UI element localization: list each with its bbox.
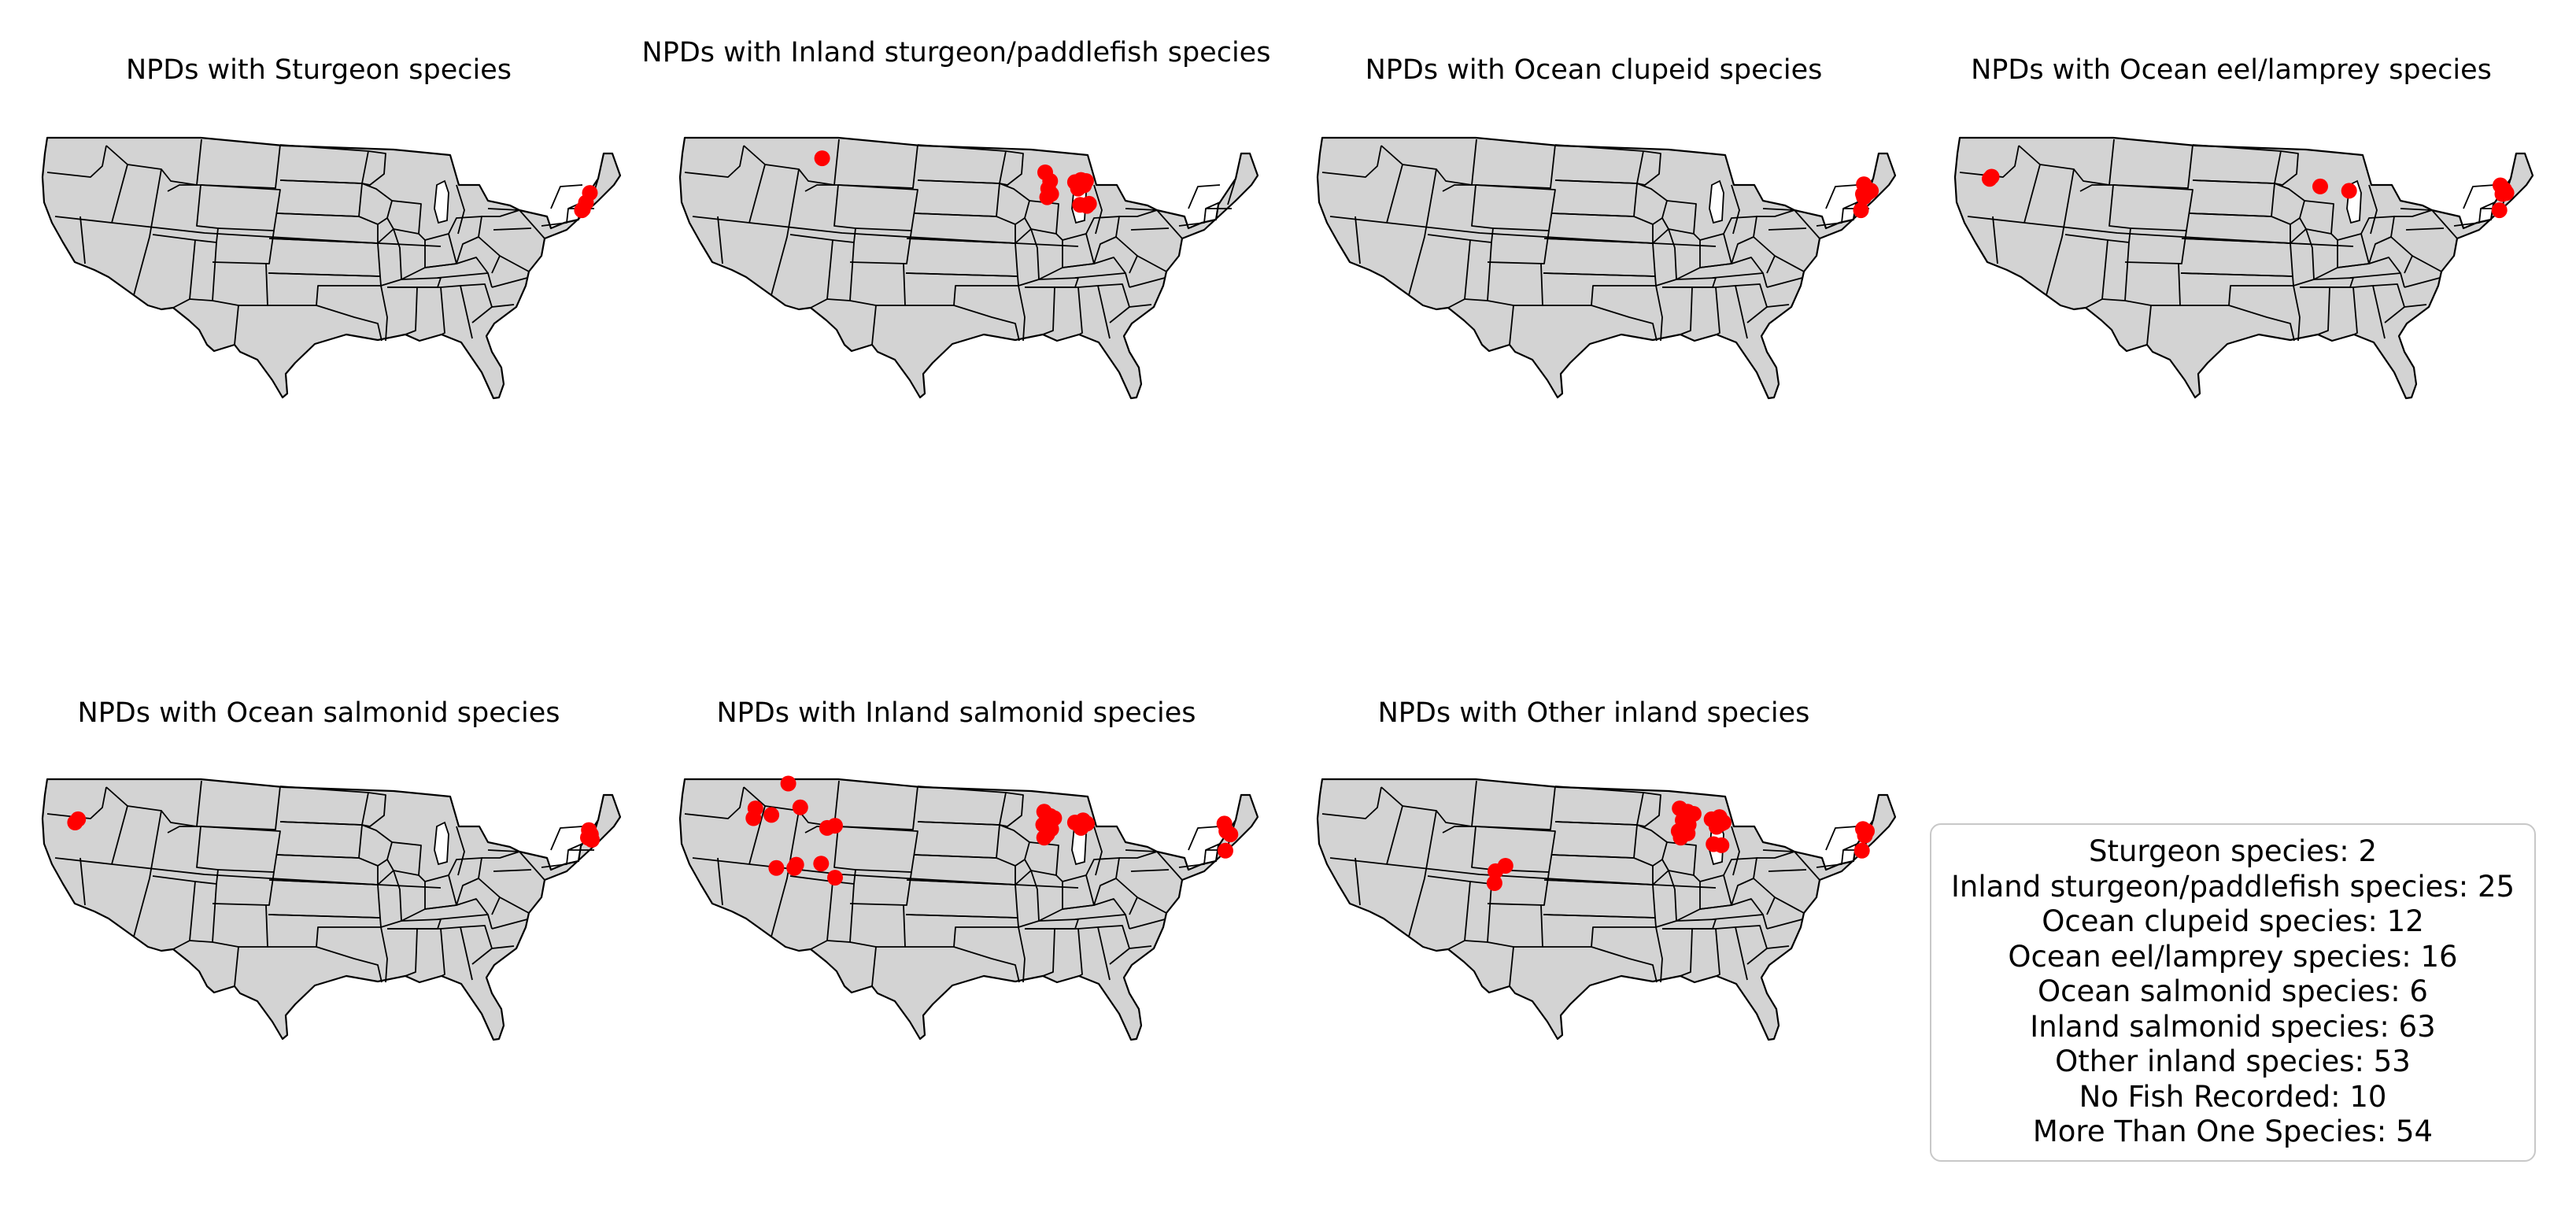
map-panel: NPDs with Ocean salmonid species xyxy=(41,697,622,1041)
npd-site-marker xyxy=(2498,185,2515,201)
map-panel: NPDs with Ocean clupeid species xyxy=(1316,54,1897,400)
panel-title: NPDs with Other inland species xyxy=(1378,697,1810,729)
npd-site-marker xyxy=(1079,198,1096,214)
npd-site-marker xyxy=(1486,875,1502,891)
summary-legend-box: Sturgeon species: 2 Inland sturgeon/padd… xyxy=(1930,823,2536,1162)
panel-title: NPDs with Ocean clupeid species xyxy=(1366,54,1823,86)
panel-title: NPDs with Ocean eel/lamprey species xyxy=(1971,54,2492,86)
npd-site-marker xyxy=(745,810,762,826)
npd-site-marker xyxy=(1076,177,1092,194)
npd-site-marker xyxy=(67,815,83,830)
npd-site-marker xyxy=(1857,827,1873,844)
npd-site-marker xyxy=(819,819,835,836)
summary-line: Sturgeon species: 2 xyxy=(2088,834,2378,868)
npd-site-marker xyxy=(1853,202,1869,219)
npd-site-marker xyxy=(2341,183,2357,199)
npd-site-marker xyxy=(827,870,843,886)
us-base-map xyxy=(41,778,622,1041)
summary-line: Ocean clupeid species: 12 xyxy=(2042,904,2424,938)
npd-site-marker xyxy=(1073,819,1089,836)
us-base-map xyxy=(678,775,1259,1041)
npd-site-marker xyxy=(1982,171,1998,187)
npd-site-marker xyxy=(814,150,830,167)
npd-site-marker xyxy=(1713,837,1730,853)
npd-site-marker xyxy=(792,799,808,815)
npd-site-marker xyxy=(1856,189,1872,205)
panel-title: NPDs with Inland sturgeon/paddlefish spe… xyxy=(642,37,1271,68)
npd-site-marker xyxy=(1853,842,1870,859)
map-panel: NPDs with Sturgeon species xyxy=(41,54,622,400)
npd-site-marker xyxy=(786,859,803,876)
summary-line: More Than One Species: 54 xyxy=(2032,1115,2434,1148)
npd-site-marker xyxy=(575,201,591,217)
npd-site-marker xyxy=(1039,189,1055,205)
summary-line: Ocean salmonid species: 6 xyxy=(2038,974,2428,1008)
npd-site-marker xyxy=(584,832,600,848)
npd-site-marker xyxy=(780,775,796,792)
map-panel: NPDs with Ocean eel/lamprey species xyxy=(1953,54,2534,400)
npd-site-marker xyxy=(1036,830,1052,846)
npd-site-marker xyxy=(2312,178,2328,194)
summary-line: Ocean eel/lamprey species: 16 xyxy=(2008,939,2458,974)
npd-site-marker xyxy=(1672,830,1689,846)
npd-site-marker xyxy=(813,856,830,872)
us-base-map xyxy=(1316,778,1897,1041)
npd-site-marker xyxy=(2491,202,2508,219)
panel-title: NPDs with Sturgeon species xyxy=(126,54,512,86)
us-base-map xyxy=(678,136,1259,400)
npd-site-marker xyxy=(1218,842,1233,859)
us-base-map xyxy=(1316,136,1897,400)
map-panel: NPDs with Inland salmonid species xyxy=(678,697,1259,1041)
map-panel: NPDs with Inland sturgeon/paddlefish spe… xyxy=(642,37,1271,400)
summary-line: Inland sturgeon/paddlefish species: 25 xyxy=(1950,869,2515,904)
npd-site-marker xyxy=(763,807,780,823)
npd-site-marker xyxy=(768,859,785,876)
summary-line: Other inland species: 53 xyxy=(2055,1044,2411,1078)
panel-title: NPDs with Ocean salmonid species xyxy=(78,697,560,729)
npd-site-marker xyxy=(1222,826,1239,843)
map-panel: NPDs with Other inland species xyxy=(1316,697,1897,1041)
npd-site-marker xyxy=(1488,863,1504,879)
npd-site-marker xyxy=(1713,815,1730,832)
panel-title: NPDs with Inland salmonid species xyxy=(716,697,1196,729)
us-base-map xyxy=(1953,136,2534,400)
summary-line: Inland salmonid species: 63 xyxy=(2030,1009,2436,1044)
us-base-map xyxy=(41,136,622,400)
summary-line: No Fish Recorded: 10 xyxy=(2079,1079,2387,1114)
